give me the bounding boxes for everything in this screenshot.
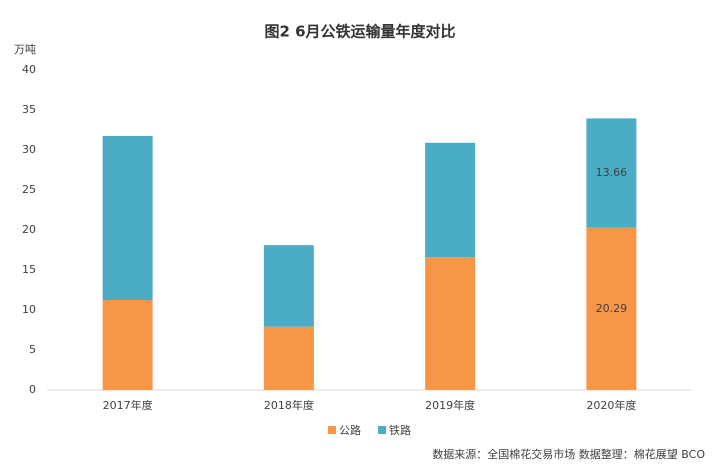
y-tick-label: 10: [22, 303, 36, 316]
legend-swatch: [328, 426, 336, 434]
y-tick-label: 40: [22, 63, 36, 76]
bar-segment: [425, 257, 476, 390]
y-tick-label: 25: [22, 183, 36, 196]
bar-segment: [263, 326, 314, 390]
legend-label: 铁路: [389, 424, 411, 437]
source-note: 数据来源：全国棉花交易市场 数据整理：棉花展望 BCO: [432, 447, 705, 461]
x-tick-label: 2019年度: [425, 398, 475, 412]
bar-segment: [586, 118, 637, 228]
y-tick-label: 35: [22, 103, 36, 116]
bar-segment: [102, 136, 153, 300]
x-tick-label: 2020年度: [586, 398, 636, 412]
data-label: 13.66: [596, 166, 628, 179]
chart-title: 图2 6月公铁运输量年度对比: [264, 23, 455, 41]
data-label: 20.29: [596, 302, 628, 315]
y-tick-label: 20: [22, 223, 36, 236]
y-tick-label: 30: [22, 143, 36, 156]
bar-segment: [586, 227, 637, 390]
bar-segment: [425, 142, 476, 258]
bar-segment: [263, 245, 314, 327]
y-tick-label: 5: [29, 343, 36, 356]
y-tick-label: 15: [22, 263, 36, 276]
legend-label: 公路: [339, 424, 361, 437]
y-tick-label: 0: [29, 383, 36, 396]
legend-swatch: [378, 426, 386, 434]
y-axis-label: 万吨: [14, 43, 36, 56]
x-tick-label: 2018年度: [264, 398, 314, 412]
bar-segment: [102, 300, 153, 390]
x-tick-label: 2017年度: [103, 398, 153, 412]
